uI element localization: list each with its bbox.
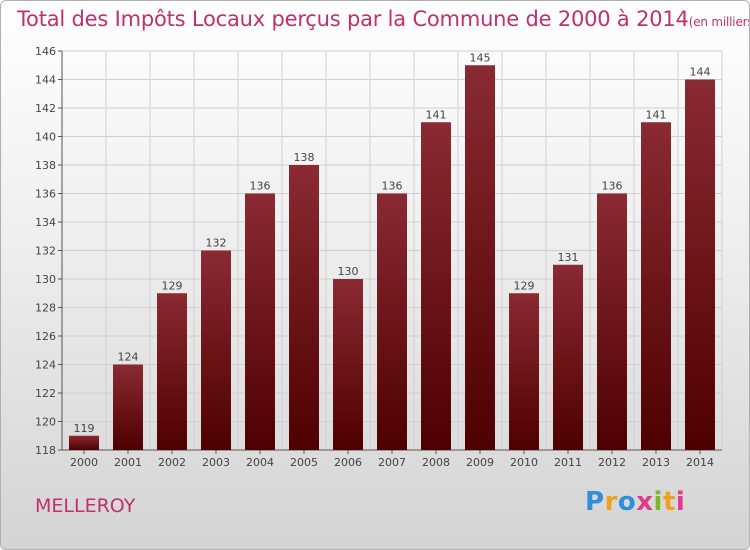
y-tick-label: 140 [35, 131, 56, 144]
y-tick-label: 130 [35, 273, 56, 286]
x-tick-label: 2001 [114, 456, 142, 469]
y-tick-label: 122 [35, 387, 56, 400]
logo-letter: x [636, 487, 654, 517]
y-tick-label: 142 [35, 102, 56, 115]
data-label: 138 [294, 151, 315, 164]
y-tick-label: 138 [35, 159, 56, 172]
data-label: 119 [74, 422, 95, 435]
y-tick-label: 146 [35, 45, 56, 58]
title-text: Total des Impôts Locaux perçus par la Co… [17, 7, 689, 31]
logo-letter: r [604, 487, 618, 517]
bar [201, 250, 231, 450]
y-tick-label: 144 [35, 74, 56, 87]
logo-letter: o [617, 487, 637, 517]
y-tick-label: 118 [35, 444, 56, 457]
y-tick-label: 128 [35, 302, 56, 315]
x-tick-label: 2005 [290, 456, 318, 469]
y-tick-label: 124 [35, 359, 56, 372]
y-tick-label: 136 [35, 188, 56, 201]
title-unit: (en milliers d'€) [688, 15, 750, 29]
data-label: 131 [558, 251, 579, 264]
data-label: 145 [470, 51, 491, 64]
data-label: 144 [690, 66, 711, 79]
logo-letter: P [585, 487, 605, 517]
y-tick-label: 126 [35, 330, 56, 343]
x-tick-label: 2014 [686, 456, 714, 469]
bar [245, 193, 275, 450]
x-tick-label: 2009 [466, 456, 494, 469]
logo-letter: i [653, 487, 663, 517]
bars [69, 65, 715, 450]
x-tick-label: 2010 [510, 456, 538, 469]
y-tick-label: 120 [35, 416, 56, 429]
x-tick-label: 2008 [422, 456, 450, 469]
data-label: 130 [338, 265, 359, 278]
data-label: 132 [206, 237, 227, 250]
bar [421, 122, 451, 450]
logo-letter: i [675, 487, 686, 517]
data-label: 124 [118, 351, 139, 364]
bar [685, 79, 715, 450]
y-tick-label: 132 [35, 245, 56, 258]
x-tick-label: 2011 [554, 456, 582, 469]
logo-letter: t [662, 487, 676, 517]
data-label: 136 [250, 180, 271, 193]
x-tick-label: 2000 [70, 456, 98, 469]
x-tick-label: 2002 [158, 456, 186, 469]
x-tick-label: 2007 [378, 456, 406, 469]
bar [157, 293, 187, 450]
bar [553, 264, 583, 450]
data-label: 129 [162, 279, 183, 292]
y-tick-label: 134 [35, 216, 56, 229]
proxiti-logo: Proxiti [585, 487, 685, 517]
bar [597, 193, 627, 450]
data-labels: 119 124 129 132 136 138 130 136 141 145 129 131 136 1… [74, 51, 711, 435]
bar [113, 364, 143, 450]
x-tick-label: 2004 [246, 456, 274, 469]
data-label: 141 [646, 108, 667, 121]
bar [377, 193, 407, 450]
bar [641, 122, 671, 450]
bar [289, 165, 319, 450]
data-label: 136 [602, 180, 623, 193]
bar [465, 65, 495, 450]
x-tick-label: 2003 [202, 456, 230, 469]
bar [333, 279, 363, 450]
x-tick-label: 2006 [334, 456, 362, 469]
data-label: 129 [514, 279, 535, 292]
x-tick-label: 2012 [598, 456, 626, 469]
data-label: 141 [426, 108, 447, 121]
bar [509, 293, 539, 450]
x-tick-label: 2013 [642, 456, 670, 469]
chart-title: Total des Impôts Locaux perçus par la Co… [17, 7, 750, 31]
bar [69, 435, 99, 450]
commune-name: MELLEROY [35, 495, 136, 517]
data-label: 136 [382, 180, 403, 193]
